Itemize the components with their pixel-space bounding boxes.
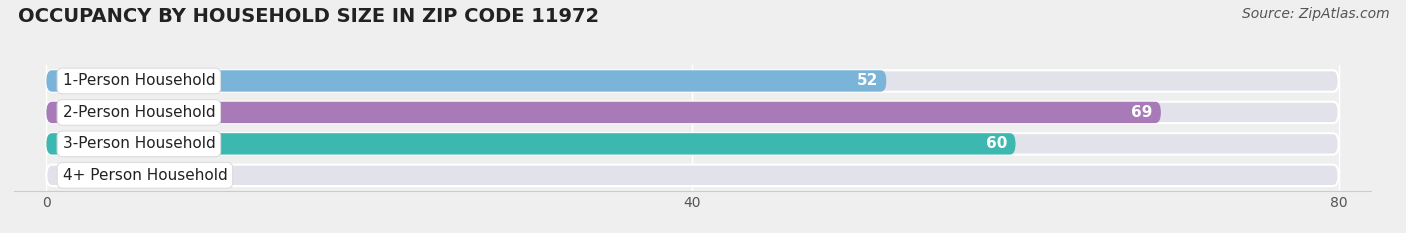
Text: 1-Person Household: 1-Person Household (62, 73, 215, 89)
Text: 4+ Person Household: 4+ Person Household (62, 168, 228, 183)
Text: Source: ZipAtlas.com: Source: ZipAtlas.com (1241, 7, 1389, 21)
Text: OCCUPANCY BY HOUSEHOLD SIZE IN ZIP CODE 11972: OCCUPANCY BY HOUSEHOLD SIZE IN ZIP CODE … (18, 7, 599, 26)
Text: 69: 69 (1132, 105, 1153, 120)
Text: 60: 60 (986, 136, 1008, 151)
Text: 3-Person Household: 3-Person Household (62, 136, 215, 151)
Text: 0: 0 (70, 168, 82, 183)
FancyBboxPatch shape (46, 70, 886, 92)
FancyBboxPatch shape (46, 102, 1161, 123)
Text: 2-Person Household: 2-Person Household (62, 105, 215, 120)
FancyBboxPatch shape (46, 133, 1339, 154)
FancyBboxPatch shape (46, 102, 1339, 123)
FancyBboxPatch shape (46, 70, 1339, 92)
Text: 52: 52 (856, 73, 879, 89)
FancyBboxPatch shape (46, 133, 1015, 154)
FancyBboxPatch shape (46, 165, 1339, 186)
